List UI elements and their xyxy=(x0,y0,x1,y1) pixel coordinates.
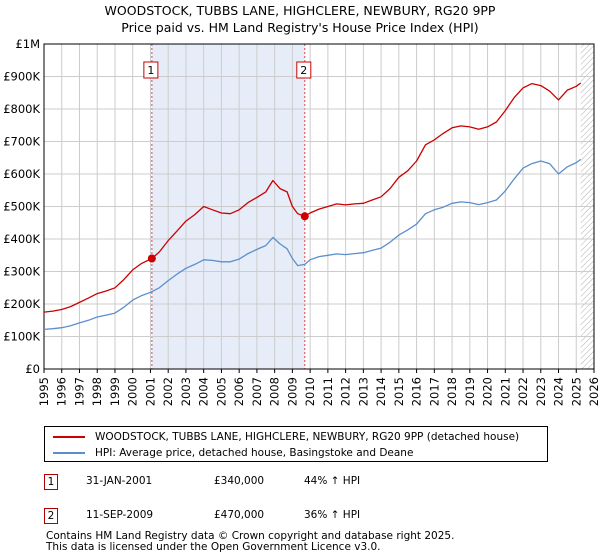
sale-marker-label: 2 xyxy=(300,64,307,77)
legend-label-hpi: HPI: Average price, detached house, Basi… xyxy=(95,447,414,459)
plot-border xyxy=(43,43,595,370)
x-tick-label: 2006 xyxy=(232,377,246,406)
x-tick-label: 2016 xyxy=(410,377,424,406)
x-tick-label: 2020 xyxy=(481,377,495,406)
x-tick-label: 2003 xyxy=(179,377,193,406)
x-tick-label: 2014 xyxy=(374,377,388,406)
x-tick-label: 2000 xyxy=(126,377,140,406)
sale-price: £470,000 xyxy=(214,509,265,521)
sale-hpi-change: 44% ↑ HPI xyxy=(304,475,361,487)
legend-label-property: WOODSTOCK, TUBBS LANE, HIGHCLERE, NEWBUR… xyxy=(95,431,520,443)
x-tick-label: 2007 xyxy=(250,377,264,406)
x-tick-label: 2008 xyxy=(268,377,282,406)
sale-number-badge: 2 xyxy=(44,508,58,524)
sale-marker-box xyxy=(296,61,312,79)
y-tick-label: £100K xyxy=(3,330,40,344)
x-tick-label: 2011 xyxy=(321,377,335,406)
sale-marker-box xyxy=(143,61,159,79)
x-tick-label: 2015 xyxy=(392,377,406,406)
y-tick-label: £0 xyxy=(25,362,40,376)
x-tick-label: 2017 xyxy=(427,377,441,406)
y-tick-label: £1M xyxy=(15,37,40,51)
x-tick-label: 2018 xyxy=(445,377,459,406)
legend-swatch-hpi xyxy=(53,452,85,454)
x-tick-label: 2024 xyxy=(552,377,566,406)
x-tick-label: 1997 xyxy=(72,377,86,406)
sale-date: 11-SEP-2009 xyxy=(86,509,154,521)
x-tick-label: 1996 xyxy=(55,377,69,406)
x-tick-label: 2022 xyxy=(516,377,530,406)
legend: WOODSTOCK, TUBBS LANE, HIGHCLERE, NEWBUR… xyxy=(44,426,548,462)
chart-title-line2: Price paid vs. HM Land Registry's House … xyxy=(121,20,479,35)
x-tick-label: 2005 xyxy=(214,377,228,406)
y-tick-label: £700K xyxy=(3,135,40,149)
y-tick-label: £500K xyxy=(3,200,40,214)
sale-number-badge: 1 xyxy=(44,474,58,490)
x-tick-label: 2009 xyxy=(285,377,299,406)
y-tick-label: £300K xyxy=(3,265,40,279)
x-tick-label: 1999 xyxy=(108,377,122,406)
x-tick-label: 2026 xyxy=(587,377,600,406)
sale-marker-label: 1 xyxy=(147,64,154,77)
footer-line2: This data is licensed under the Open Gov… xyxy=(46,541,381,553)
y-tick-label: £800K xyxy=(3,102,40,116)
sale-point xyxy=(300,212,309,221)
y-tick-label: £600K xyxy=(3,167,40,181)
footer-line1: Contains HM Land Registry data © Crown c… xyxy=(46,530,455,542)
x-tick-label: 2023 xyxy=(534,377,548,406)
y-tick-label: £900K xyxy=(3,70,40,84)
x-tick-label: 2002 xyxy=(161,377,175,406)
x-tick-label: 2004 xyxy=(197,377,211,406)
legend-item-property: WOODSTOCK, TUBBS LANE, HIGHCLERE, NEWBUR… xyxy=(45,429,519,445)
chart-title-line1: WOODSTOCK, TUBBS LANE, HIGHCLERE, NEWBUR… xyxy=(104,3,496,18)
x-tick-label: 2013 xyxy=(356,377,370,406)
price-chart: £0 £100K £200K £300K £400K £500K £600K £700K £80… xyxy=(3,37,600,406)
footer-attribution: Contains HM Land Registry data © Crown c… xyxy=(46,531,454,553)
x-tick-label: 1998 xyxy=(90,377,104,406)
x-tick-label: 2019 xyxy=(463,377,477,406)
x-tick-label: 2021 xyxy=(498,377,512,406)
x-tick-label: 2001 xyxy=(143,377,157,406)
sale-row-2: 2 11-SEP-2009 £470,000 36% ↑ HPI xyxy=(44,508,360,526)
chart-title: WOODSTOCK, TUBBS LANE, HIGHCLERE, NEWBUR… xyxy=(0,2,600,36)
y-tick-label: £200K xyxy=(3,297,40,311)
legend-item-hpi: HPI: Average price, detached house, Basi… xyxy=(45,445,413,461)
hpi-series-line xyxy=(44,158,582,331)
legend-swatch-property xyxy=(53,436,85,438)
sale-price: £340,000 xyxy=(214,475,265,487)
x-tick-label: 1995 xyxy=(37,377,51,406)
x-tick-label: 2010 xyxy=(303,377,317,406)
sale-row-1: 1 31-JAN-2001 £340,000 44% ↑ HPI xyxy=(44,474,360,492)
x-tick-label: 2012 xyxy=(339,377,353,406)
x-tick-label: 2025 xyxy=(569,377,583,406)
sale-date: 31-JAN-2001 xyxy=(86,475,153,487)
sale-point xyxy=(147,254,156,263)
y-tick-label: £400K xyxy=(3,232,40,246)
sale-hpi-change: 36% ↑ HPI xyxy=(304,509,361,521)
